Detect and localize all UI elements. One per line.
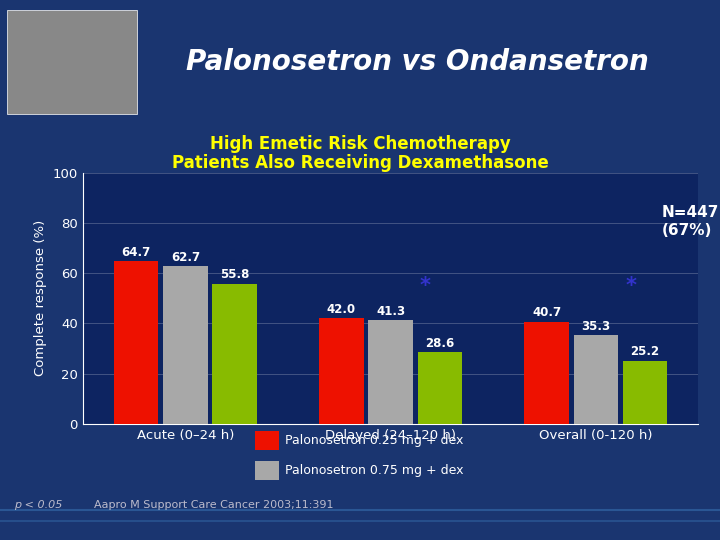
Text: 35.3: 35.3 <box>581 320 611 333</box>
Bar <box>319 319 364 424</box>
Text: 41.3: 41.3 <box>376 305 405 318</box>
Bar <box>7 10 137 114</box>
Bar <box>524 322 569 424</box>
Text: 62.7: 62.7 <box>171 251 200 264</box>
Text: 42.0: 42.0 <box>327 303 356 316</box>
Bar <box>163 266 207 424</box>
Text: Patients Also Receiving Dexamethasone: Patients Also Receiving Dexamethasone <box>171 153 549 172</box>
Text: Palonosetron 0.25 mg + dex: Palonosetron 0.25 mg + dex <box>284 434 463 447</box>
Bar <box>574 335 618 424</box>
Bar <box>114 261 158 424</box>
Text: 64.7: 64.7 <box>122 246 150 259</box>
Text: Aapro M Support Care Cancer 2003;11:391: Aapro M Support Care Cancer 2003;11:391 <box>94 500 333 510</box>
Text: Palonosetron 0.75 mg + dex: Palonosetron 0.75 mg + dex <box>284 464 463 477</box>
Text: Palonosetron vs Ondansetron: Palonosetron vs Ondansetron <box>186 48 649 76</box>
Text: *: * <box>420 276 431 296</box>
Text: 28.6: 28.6 <box>426 336 454 349</box>
Bar <box>369 320 413 424</box>
Text: 25.2: 25.2 <box>631 345 660 358</box>
Bar <box>623 361 667 424</box>
Text: p < 0.05: p < 0.05 <box>14 500 63 510</box>
Bar <box>255 461 279 480</box>
Text: 55.8: 55.8 <box>220 268 249 281</box>
Bar <box>418 352 462 424</box>
Text: N=447
(67%): N=447 (67%) <box>662 205 719 238</box>
Text: *: * <box>625 276 636 296</box>
Bar <box>212 284 257 424</box>
Text: High Emetic Risk Chemotherapy: High Emetic Risk Chemotherapy <box>210 134 510 153</box>
Text: 40.7: 40.7 <box>532 306 561 319</box>
Y-axis label: Complete response (%): Complete response (%) <box>34 220 47 376</box>
Bar <box>255 431 279 450</box>
